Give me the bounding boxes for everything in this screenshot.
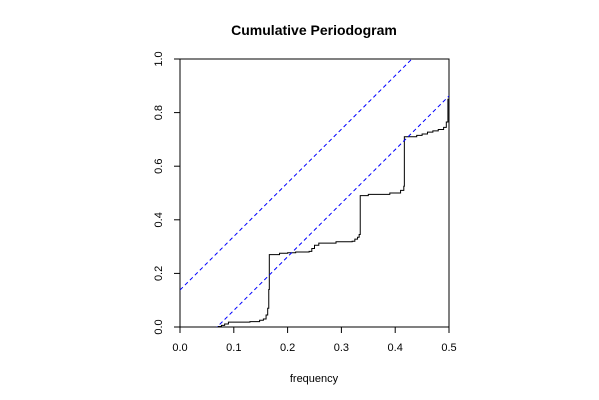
y-tick-label: 0.4 (153, 212, 165, 227)
cumulative-periodogram-line (180, 59, 449, 327)
y-tick-label: 0.2 (153, 266, 165, 281)
x-tick-label: 0.3 (334, 342, 349, 354)
y-tick-label: 0.8 (153, 105, 165, 120)
upper-confidence-bound-line (180, 59, 413, 291)
x-axis-label: frequency (290, 373, 339, 385)
x-tick-label: 0.1 (226, 342, 241, 354)
x-tick-label: 0.5 (441, 342, 456, 354)
y-tick-label: 0.6 (153, 159, 165, 174)
y-tick-label: 0.0 (153, 319, 165, 334)
plot-frame (179, 58, 450, 328)
plot-area: 0.0 0.1 0.2 0.3 0.4 0.5 0.0 0.2 0.4 0.6 0.8 1.0 (153, 51, 457, 354)
x-tick-label: 0.0 (172, 342, 187, 354)
chart-title: Cumulative Periodogram (231, 22, 397, 38)
y-tick-label: 1.0 (153, 51, 165, 66)
series-group (180, 59, 449, 327)
x-tick-label: 0.4 (388, 342, 403, 354)
x-tick-label: 0.2 (280, 342, 295, 354)
lower-confidence-bound-line (216, 95, 449, 327)
